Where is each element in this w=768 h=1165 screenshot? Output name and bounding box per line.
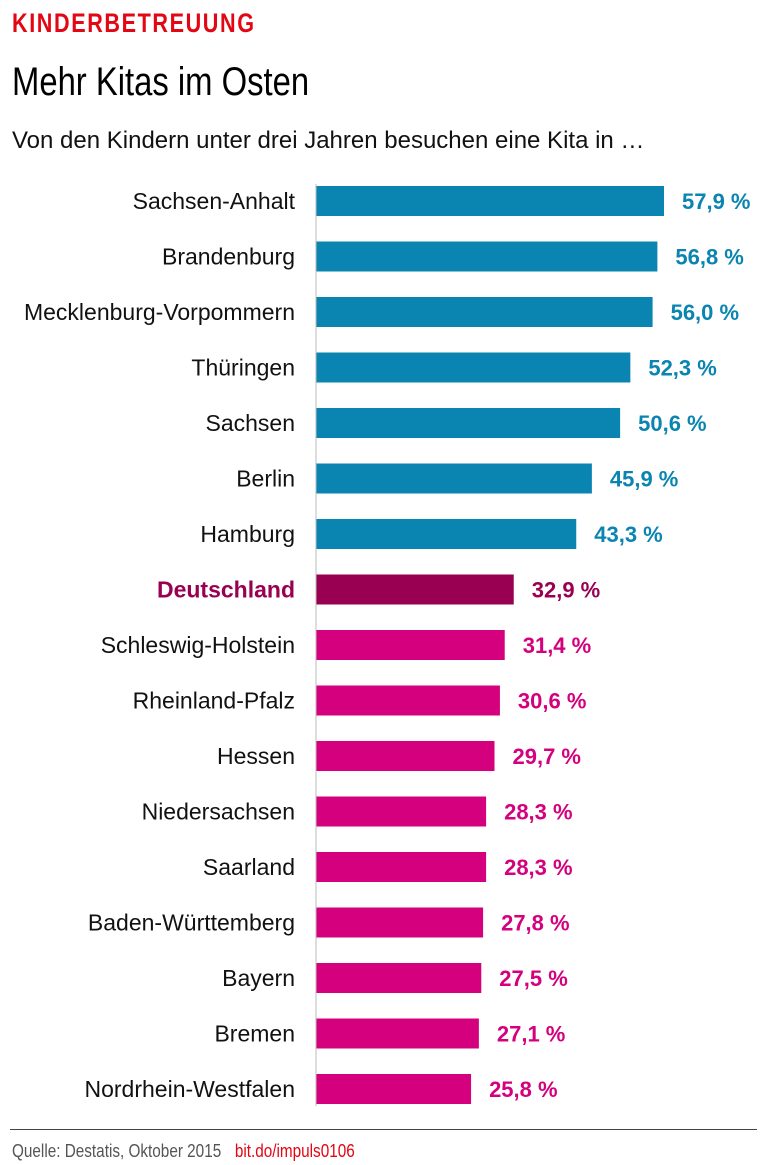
chart-subtitle: Von den Kindern unter drei Jahren besuch… bbox=[12, 127, 645, 154]
bar bbox=[316, 574, 514, 605]
value-label: 25,8 % bbox=[489, 1077, 558, 1102]
bar bbox=[316, 796, 487, 827]
value-label: 27,1 % bbox=[497, 1022, 566, 1047]
value-label: 29,7 % bbox=[513, 744, 582, 769]
bar bbox=[316, 741, 495, 771]
value-label: 32,9 % bbox=[532, 578, 601, 603]
value-label: 28,3 % bbox=[504, 800, 573, 825]
bar bbox=[316, 685, 500, 716]
category-label: Berlin bbox=[236, 466, 295, 492]
category-label: Schleswig-Holstein bbox=[101, 632, 295, 658]
bar bbox=[316, 963, 482, 993]
category-label: Brandenburg bbox=[162, 244, 295, 270]
source-text: Quelle: Destatis, Oktober 2015 bbox=[12, 1141, 222, 1161]
category-label: Hamburg bbox=[200, 521, 295, 547]
category-label: Mecklenburg-Vorpommern bbox=[24, 299, 295, 325]
bar bbox=[316, 297, 653, 327]
value-label: 56,8 % bbox=[675, 245, 744, 270]
category-label: Deutschland bbox=[157, 577, 295, 603]
bar-chart: Sachsen-Anhalt 57,9 % Brandenburg 56,8 % Mec… bbox=[24, 184, 751, 1106]
value-label: 30,6 % bbox=[518, 689, 587, 714]
value-label: 27,8 % bbox=[501, 911, 570, 936]
bar bbox=[316, 852, 487, 882]
value-label: 45,9 % bbox=[610, 467, 679, 492]
value-label: 31,4 % bbox=[523, 633, 592, 658]
value-label: 56,0 % bbox=[671, 300, 740, 325]
category-label: Hessen bbox=[217, 743, 295, 769]
value-label: 52,3 % bbox=[648, 356, 717, 381]
category-label: Niedersachsen bbox=[142, 799, 295, 825]
bar bbox=[316, 519, 577, 549]
category-label: Baden-Württemberg bbox=[88, 910, 295, 936]
kicker: KINDERBETREUUNG bbox=[12, 8, 256, 38]
chart-title: Mehr Kitas im Osten bbox=[12, 60, 310, 104]
bar bbox=[316, 463, 592, 494]
category-label: Nordrhein-Westfalen bbox=[84, 1076, 295, 1102]
bar bbox=[316, 630, 505, 660]
footer-divider bbox=[10, 1129, 757, 1130]
bar bbox=[316, 408, 621, 438]
category-label: Saarland bbox=[203, 854, 295, 880]
category-label: Sachsen-Anhalt bbox=[133, 188, 296, 214]
bar bbox=[316, 241, 658, 272]
footer: Quelle: Destatis, Oktober 2015 bit.do/imp… bbox=[12, 1141, 355, 1162]
category-label: Thüringen bbox=[191, 355, 295, 381]
value-label: 50,6 % bbox=[638, 411, 707, 436]
value-label: 43,3 % bbox=[594, 522, 663, 547]
value-label: 28,3 % bbox=[504, 855, 573, 880]
category-label: Rheinland-Pfalz bbox=[133, 688, 295, 714]
bar bbox=[316, 1018, 479, 1049]
bar bbox=[316, 352, 631, 383]
value-label: 27,5 % bbox=[499, 966, 568, 991]
category-label: Bayern bbox=[222, 965, 295, 991]
category-label: Sachsen bbox=[205, 410, 295, 436]
bar bbox=[316, 186, 664, 216]
value-label: 57,9 % bbox=[682, 189, 751, 214]
category-label: Bremen bbox=[214, 1021, 295, 1047]
source-link[interactable]: bit.do/impuls0106 bbox=[234, 1141, 355, 1161]
bar bbox=[316, 907, 484, 938]
bar bbox=[316, 1074, 472, 1104]
